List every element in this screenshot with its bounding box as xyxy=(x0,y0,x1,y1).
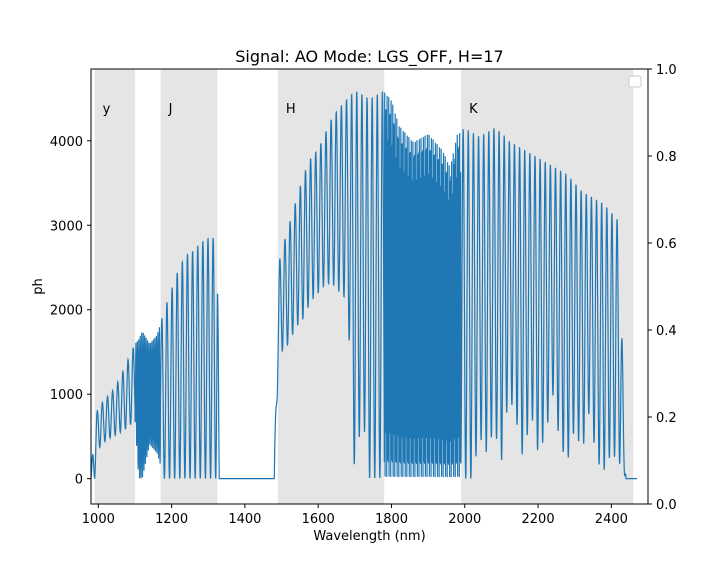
x-tick-label: 1400 xyxy=(228,512,261,527)
x-tick-label: 1800 xyxy=(375,512,408,527)
y-tick-label: 4000 xyxy=(50,135,83,150)
series-line xyxy=(90,91,638,480)
x-tick-label: 2000 xyxy=(448,512,481,527)
x-tick-label: 1200 xyxy=(155,512,188,527)
x-tick-label: 2400 xyxy=(595,512,628,527)
band-label-j: J xyxy=(168,102,173,117)
legend-box xyxy=(628,75,642,88)
plot-frame xyxy=(90,68,649,505)
chart-title: Signal: AO Mode: LGS_OFF, H=17 xyxy=(235,47,503,67)
y2-tick-label: 0.8 xyxy=(656,150,677,165)
band-label-h: H xyxy=(286,102,296,117)
y-tick-label: 3000 xyxy=(50,219,83,234)
x-ticks-layer: 1000 1200 1400 1600 1800 2000 2200 2400 xyxy=(82,504,628,527)
y2-tick-label: 1.0 xyxy=(656,63,677,78)
x-axis-title: Wavelength (nm) xyxy=(313,529,425,544)
y2-tick-label: 0.6 xyxy=(656,237,677,252)
y-tick-label: 0 xyxy=(75,473,83,488)
band-label-k: K xyxy=(469,102,478,117)
y2-tick-label: 0.0 xyxy=(656,498,677,513)
x-tick-label: 1600 xyxy=(302,512,335,527)
y-tick-label: 2000 xyxy=(50,304,83,319)
y-axis-title: ph xyxy=(31,278,46,295)
data-layer xyxy=(90,91,638,480)
x-tick-label: 2200 xyxy=(522,512,555,527)
y2-tick-label: 0.4 xyxy=(656,324,677,339)
y-tick-label: 1000 xyxy=(50,388,83,403)
band-label-y: y xyxy=(103,102,111,117)
y2-ticks-layer: 0.0 0.2 0.4 0.6 0.8 1.0 xyxy=(648,63,677,513)
x-tick-label: 1000 xyxy=(82,512,115,527)
y2-tick-label: 0.2 xyxy=(656,411,677,426)
y-ticks-layer: 0 1000 2000 3000 4000 xyxy=(50,135,91,488)
